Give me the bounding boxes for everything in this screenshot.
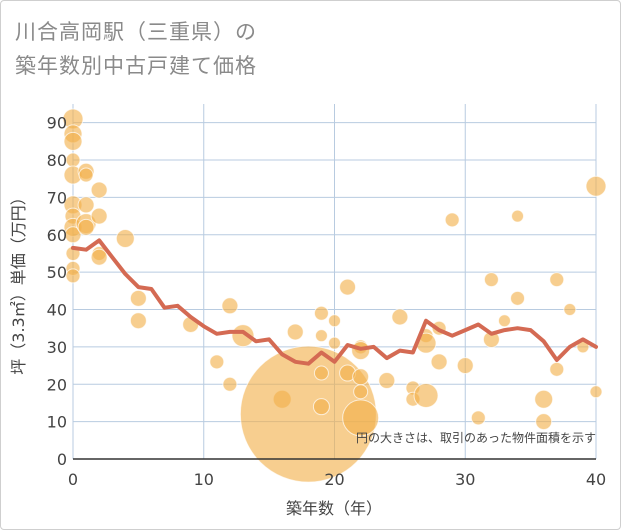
data-bubble [483,272,499,288]
data-bubble [511,209,525,223]
data-bubble [444,212,460,228]
data-bubble [510,290,526,306]
data-bubble [313,305,329,321]
y-tick-label: 20 [47,375,67,394]
data-bubble [549,361,565,377]
data-bubble [563,303,577,317]
data-bubble [535,413,553,431]
data-bubble [342,399,380,437]
y-tick-label: 40 [47,301,67,320]
data-bubble [90,207,108,225]
y-tick-label: 70 [47,188,67,207]
y-tick-label: 80 [47,151,67,170]
data-bubble [90,181,108,199]
x-tick-label: 10 [194,470,214,489]
y-tick-label: 50 [47,263,67,282]
data-bubble [221,297,239,315]
data-bubble [129,312,147,330]
y-tick-label: 10 [47,413,67,432]
x-tick-label: 30 [455,470,475,489]
data-bubble [63,131,83,151]
data-bubble [328,314,341,328]
data-bubble [65,152,81,168]
data-bubble [77,218,95,236]
data-bubble [534,389,554,409]
data-bubble [339,278,357,296]
y-axis-title: 坪（3.3㎡）単価（万円） [9,189,28,374]
data-bubble [222,376,238,392]
data-bubble [549,272,565,288]
data-bubble [313,365,329,381]
data-bubble [378,372,396,390]
average-line [71,238,598,366]
chart-title-line1: 川合高岡駅（三重県）の [15,20,257,44]
x-tick-label: 40 [586,470,606,489]
data-bubble [585,175,607,197]
x-tick-label: 20 [324,470,344,489]
data-bubble [456,357,474,375]
data-bubble [78,167,94,183]
size-note: 円の大きさは、取引のあった物件面積を示す [356,430,596,445]
data-bubble [77,196,95,214]
data-bubble [413,382,439,408]
y-tick-label: 30 [47,338,67,357]
data-bubble [209,354,225,370]
data-bubble [314,329,328,343]
chart-title: 川合高岡駅（三重県）の 築年数別中古戸建て価格 [15,15,257,83]
y-tick-label: 0 [57,450,67,469]
data-bubble [129,289,147,307]
x-tick-label: 0 [68,470,78,489]
series-line [71,238,598,366]
data-bubble [328,336,341,350]
data-bubble [65,268,81,284]
chart-title-line2: 築年数別中古戸建て価格 [15,54,257,78]
data-bubble [589,385,603,399]
tick-labels: 0 10 20 30 40 50 60 70 80 90 0 10 20 30 40 [47,114,607,489]
y-tick-label: 90 [47,114,67,133]
data-bubble [312,398,330,416]
data-bubble [353,384,369,400]
y-tick-label: 60 [47,226,67,245]
data-bubble [391,308,409,326]
data-bubble [470,410,486,426]
data-bubble [352,368,370,386]
data-bubble [90,248,108,266]
data-bubble [430,353,448,371]
data-bubble [286,323,304,341]
x-axis-title: 築年数（年） [286,499,382,518]
bubbles [62,108,607,483]
data-bubble [497,314,511,328]
data-bubble [64,226,82,244]
data-bubble [115,229,135,249]
